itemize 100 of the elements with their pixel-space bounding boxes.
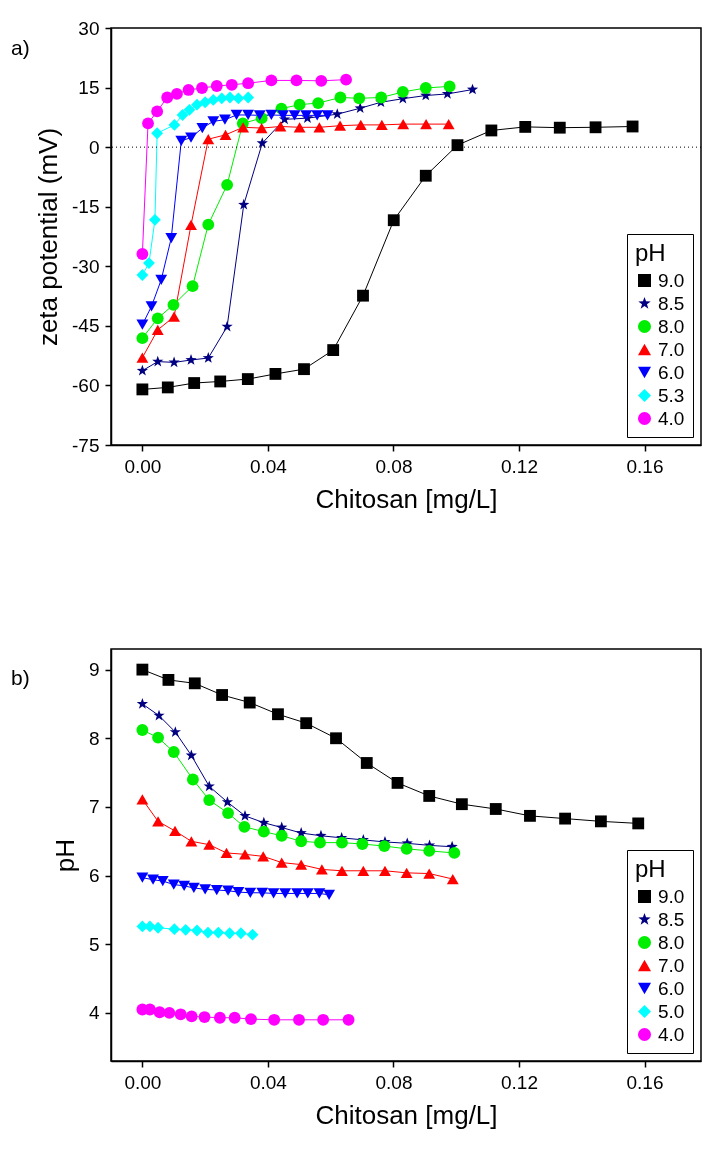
legend-label: 8.5 xyxy=(658,292,685,314)
point xyxy=(188,377,201,389)
x-tick-label: 0.04 xyxy=(249,1071,288,1093)
point xyxy=(419,169,432,182)
point xyxy=(275,857,288,868)
point xyxy=(524,809,536,822)
point xyxy=(423,868,436,879)
point xyxy=(313,122,326,133)
y-tick-label: -75 xyxy=(72,434,100,456)
point xyxy=(423,790,436,802)
point xyxy=(519,120,532,133)
y-tick-label: 5 xyxy=(88,933,100,955)
point xyxy=(242,91,255,104)
x-tick-label: 0.12 xyxy=(500,455,538,477)
point xyxy=(314,836,326,849)
point xyxy=(182,84,195,96)
point xyxy=(168,311,180,322)
point xyxy=(207,93,220,106)
point xyxy=(354,102,366,114)
point xyxy=(203,780,215,792)
point xyxy=(312,97,325,109)
point xyxy=(242,109,255,121)
legend-label: 6.0 xyxy=(658,361,685,383)
point xyxy=(185,354,197,365)
point xyxy=(391,776,404,789)
point xyxy=(151,312,164,325)
point xyxy=(202,218,215,231)
point xyxy=(334,120,347,131)
point xyxy=(221,178,234,191)
x-tick-label: 0.08 xyxy=(375,1071,413,1093)
point xyxy=(142,117,154,130)
point xyxy=(257,825,270,838)
point xyxy=(274,121,287,132)
point xyxy=(354,119,367,131)
point xyxy=(489,803,502,815)
point xyxy=(183,103,196,116)
point xyxy=(199,884,212,895)
point xyxy=(242,77,255,90)
point xyxy=(375,119,388,131)
point xyxy=(269,368,282,380)
point xyxy=(336,865,348,876)
point xyxy=(353,92,366,105)
point xyxy=(594,815,607,828)
point xyxy=(265,109,278,121)
point xyxy=(136,698,148,709)
point xyxy=(155,274,168,285)
point xyxy=(136,319,149,330)
y-tick-label: 0 xyxy=(88,136,100,158)
x-tick-label: 0.00 xyxy=(124,455,162,477)
point xyxy=(626,120,639,133)
point xyxy=(223,927,236,940)
point xyxy=(321,110,334,121)
point xyxy=(136,663,149,676)
point xyxy=(143,257,155,270)
point xyxy=(256,887,269,898)
point xyxy=(291,888,304,899)
point xyxy=(245,1013,257,1026)
point xyxy=(136,352,149,363)
point xyxy=(387,214,400,227)
point xyxy=(298,363,310,376)
point xyxy=(632,817,645,830)
point xyxy=(336,836,348,849)
legend-title: pH xyxy=(635,855,666,882)
point xyxy=(239,809,251,821)
y-axis-title: zeta potential (mV) xyxy=(33,127,64,347)
point xyxy=(244,887,257,898)
point xyxy=(559,812,572,825)
point xyxy=(185,132,197,143)
x-tick-label: 0.00 xyxy=(124,1071,162,1093)
point xyxy=(235,927,247,940)
point xyxy=(202,352,214,363)
point xyxy=(330,732,342,745)
point xyxy=(186,773,199,786)
point xyxy=(315,74,328,87)
point xyxy=(167,298,180,311)
legend-label: 4.0 xyxy=(658,1023,685,1045)
point xyxy=(185,836,198,847)
point xyxy=(295,835,308,848)
point xyxy=(153,1006,166,1019)
point xyxy=(400,867,413,878)
point xyxy=(185,1010,198,1023)
point xyxy=(175,135,188,146)
point xyxy=(136,794,149,805)
point xyxy=(375,91,388,104)
x-tick-label: 0.16 xyxy=(626,455,664,477)
point xyxy=(290,74,303,87)
point xyxy=(301,888,314,899)
point xyxy=(241,373,254,385)
point xyxy=(161,91,174,104)
point xyxy=(198,1011,211,1023)
point xyxy=(228,1011,241,1024)
point xyxy=(149,213,161,226)
point xyxy=(152,355,164,367)
legend-label: 5.3 xyxy=(658,384,685,406)
point xyxy=(152,816,164,827)
point xyxy=(136,248,149,260)
x-tick-label: 0.08 xyxy=(375,455,413,477)
point xyxy=(553,121,566,134)
point xyxy=(207,116,220,127)
x-axis-title: Chitosan [mg/L] xyxy=(315,483,498,514)
